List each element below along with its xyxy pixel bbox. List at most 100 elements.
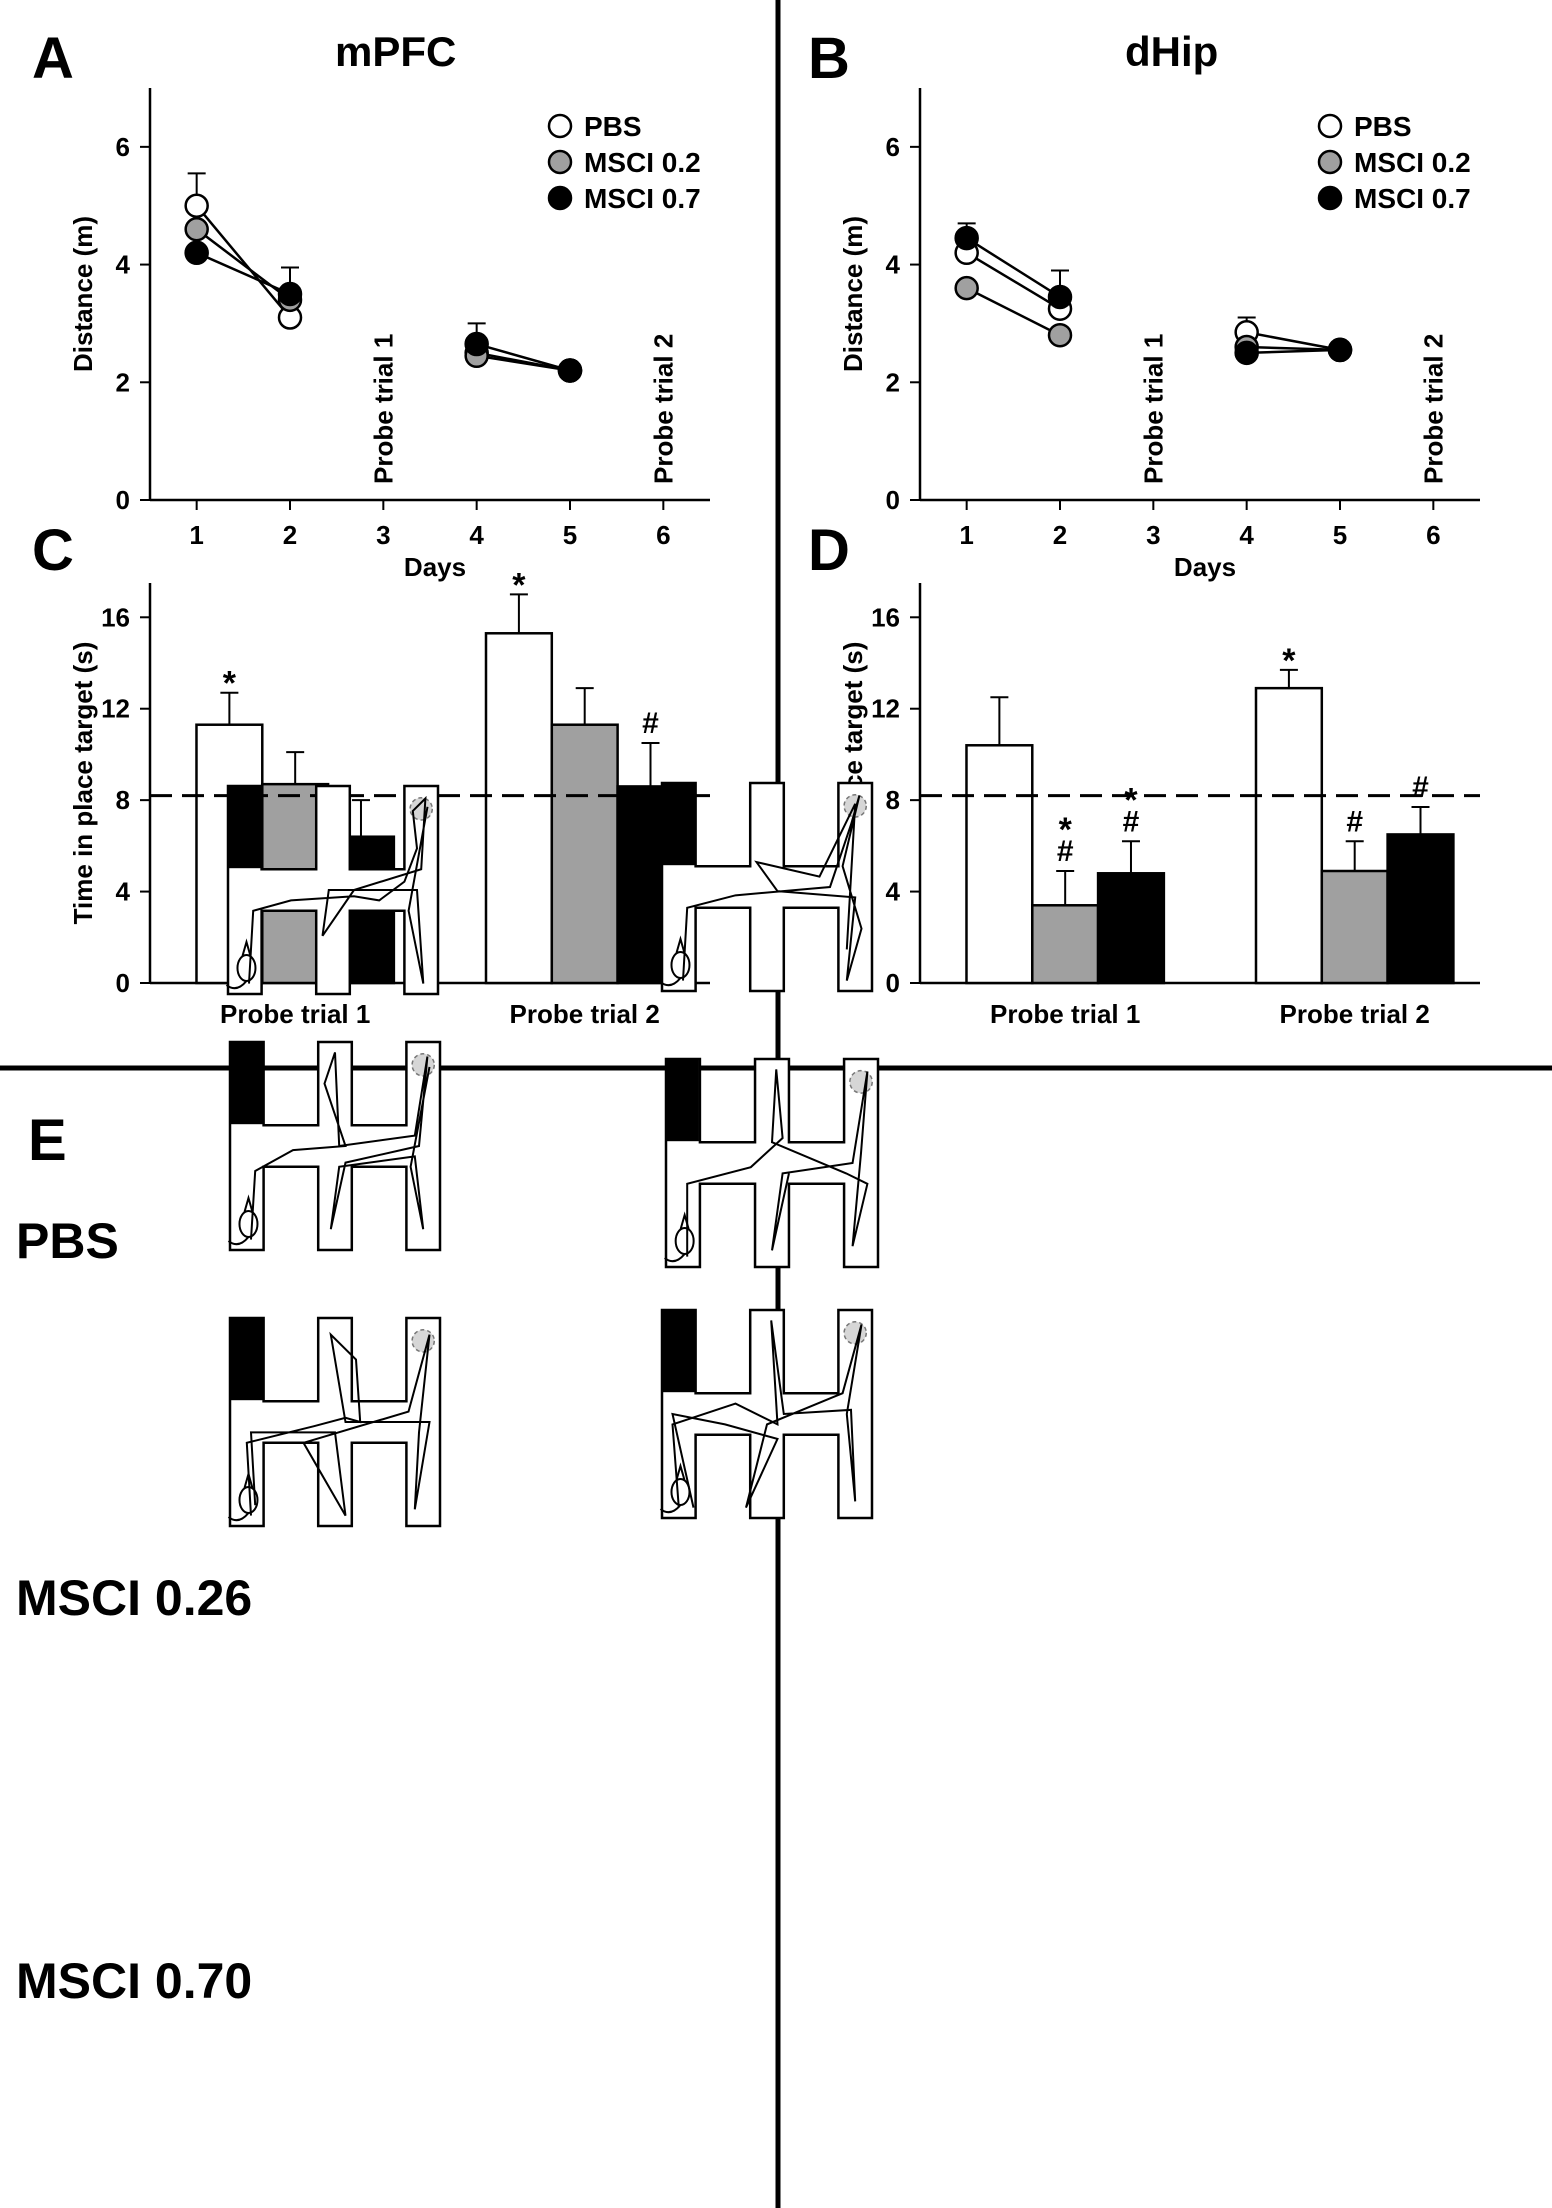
x-tick-label: 1 xyxy=(959,520,973,550)
row-label-msci-0-70: MSCI 0.70 xyxy=(16,1953,252,2009)
maze-outline xyxy=(228,1316,442,1528)
start-box-black xyxy=(667,1060,699,1142)
series-line-msci-0-7 xyxy=(476,342,571,372)
mouse-head-icon xyxy=(241,938,252,957)
legend-marker xyxy=(547,149,573,175)
y-tick-label: 2 xyxy=(116,367,130,397)
y-tick-label: 2 xyxy=(886,367,900,397)
data-point-msci-0-7 xyxy=(464,331,489,357)
swim-trajectory xyxy=(686,1069,869,1257)
significance-hash: # xyxy=(1123,805,1140,838)
data-point-msci-0-7 xyxy=(954,225,979,251)
maze-diagram xyxy=(664,1057,880,1269)
legend-label: MSCI 0.2 xyxy=(584,147,701,178)
panel-b-title: dHip xyxy=(1125,28,1218,75)
x-tick-label: 4 xyxy=(1239,520,1254,550)
legend-label: MSCI 0.7 xyxy=(584,183,701,214)
y-tick-label: 4 xyxy=(116,877,131,907)
data-point-pbs xyxy=(184,193,209,218)
series-line-msci-0-2 xyxy=(476,354,571,372)
legend-marker xyxy=(547,185,573,211)
bar-msci-0-2 xyxy=(550,723,619,985)
x-tick-label: 6 xyxy=(656,520,670,550)
legend-marker xyxy=(1317,149,1343,175)
legend-label: PBS xyxy=(584,111,642,142)
significance-hash: # xyxy=(1057,835,1074,868)
x-axis-label: Days xyxy=(404,552,466,582)
panel-letter-b: B xyxy=(808,26,850,91)
data-point-msci-0-2 xyxy=(954,275,979,301)
y-tick-label: 8 xyxy=(116,785,130,815)
data-point-msci-0-7 xyxy=(277,281,303,307)
significance-star: * xyxy=(1059,811,1073,849)
mouse-head-icon xyxy=(243,1194,254,1213)
x-tick-label: 1 xyxy=(189,520,203,550)
series-line-pbs xyxy=(1246,331,1341,352)
significance-hash: # xyxy=(1412,771,1429,804)
swim-trajectory xyxy=(671,1320,863,1509)
y-axis-label: Distance (m) xyxy=(838,216,868,372)
x-tick-label: 4 xyxy=(469,520,484,550)
panel-a-title: mPFC xyxy=(335,28,456,75)
mouse-head-icon xyxy=(675,935,686,954)
significance-star: * xyxy=(512,566,526,604)
data-point-msci-0-7 xyxy=(1234,340,1259,366)
maze-diagram xyxy=(227,1040,442,1252)
row-label-pbs: PBS xyxy=(16,1213,119,1269)
chart-B: 0 2 4 6 1 2 3 4 5 6 Days Distance (m) Probe trial 1 P… xyxy=(838,88,1480,582)
mouse-head-icon xyxy=(675,1462,686,1481)
y-tick-label: 12 xyxy=(871,694,900,724)
bar-msci-0-2 xyxy=(1031,904,1100,985)
start-box-black xyxy=(231,1043,263,1125)
y-tick-label: 0 xyxy=(116,485,130,515)
swim-trajectory xyxy=(248,795,429,984)
x-axis-label: Days xyxy=(1174,552,1236,582)
significance-hash: # xyxy=(1346,805,1363,838)
significance-hash: # xyxy=(642,707,659,740)
legend-label: PBS xyxy=(1354,111,1412,142)
panel-letter-e: E xyxy=(28,1108,67,1173)
probe-trial-annotation: Probe trial 2 xyxy=(1418,334,1448,484)
swim-trajectory xyxy=(245,1331,431,1517)
series-line-pbs xyxy=(195,204,291,319)
maze-diagram xyxy=(659,1308,874,1520)
bar-msci-0-7 xyxy=(1386,833,1455,985)
significance-star: * xyxy=(1124,781,1138,819)
bar-msci-0-7 xyxy=(1096,872,1166,985)
series-line-pbs xyxy=(966,251,1061,310)
target-zone xyxy=(411,1053,436,1077)
data-point-msci-0-7 xyxy=(1327,337,1353,363)
maze-outline xyxy=(660,781,874,993)
legend-marker xyxy=(1317,185,1343,211)
target-zone xyxy=(849,1069,873,1094)
probe-trial-annotation: Probe trial 2 xyxy=(648,334,678,484)
panel-letter-c: C xyxy=(32,518,74,583)
y-tick-label: 6 xyxy=(116,132,130,162)
probe-trial-annotation: Probe trial 1 xyxy=(1138,334,1168,484)
swim-trajectory xyxy=(682,795,863,981)
series-line-msci-0-7 xyxy=(1246,348,1341,355)
legend-label: MSCI 0.2 xyxy=(1354,147,1471,178)
mouse-tail-icon xyxy=(659,977,682,987)
maze-diagram xyxy=(227,1316,442,1528)
target-zone xyxy=(843,1321,868,1345)
maze-diagram xyxy=(225,784,440,996)
panel-letter-d: D xyxy=(808,518,850,583)
y-tick-label: 6 xyxy=(886,132,900,162)
data-point-msci-0-2 xyxy=(1047,322,1073,348)
maze-outline xyxy=(660,1308,874,1520)
y-tick-label: 0 xyxy=(886,485,900,515)
data-point-msci-0-7 xyxy=(1047,284,1073,310)
category-label: Probe trial 2 xyxy=(1280,999,1430,1029)
category-label: Probe trial 1 xyxy=(220,999,370,1029)
maze-diagram xyxy=(659,781,874,993)
chart-A: 0 2 4 6 1 2 3 4 5 6 Days Distance (m) Probe trial 1 P… xyxy=(68,88,710,582)
y-tick-label: 4 xyxy=(116,250,131,280)
target-zone xyxy=(411,1329,436,1353)
series-line-msci-0-2 xyxy=(195,228,291,301)
y-tick-label: 16 xyxy=(101,602,130,632)
data-point-msci-0-2 xyxy=(184,217,209,242)
bar-pbs xyxy=(1254,686,1324,985)
bar-pbs xyxy=(484,632,554,985)
